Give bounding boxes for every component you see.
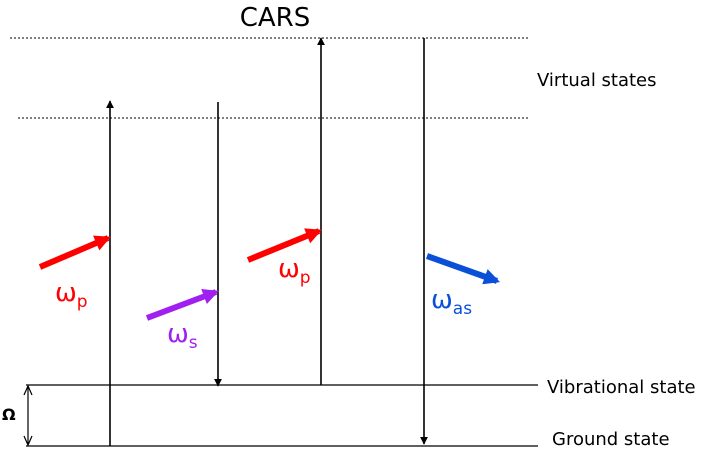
ground-state-label: Ground state: [552, 429, 670, 449]
stokes-label: ωs: [167, 319, 198, 353]
shift-arrow-bottom-head: [23, 435, 33, 447]
virtual-states-label: Virtual states: [537, 70, 657, 91]
pump1-label: ωp: [55, 278, 88, 312]
stokes-beam-arrow: [145, 289, 219, 321]
pump2-beam-arrow: [246, 228, 322, 263]
antistokes-beam-arrow: [425, 253, 501, 285]
pump2-label: ωp: [278, 254, 311, 288]
pump1-beam-arrow: [38, 235, 111, 270]
antistokes-label: ωas: [431, 285, 472, 319]
shift-arrow-top-head: [23, 384, 33, 396]
diagram-title: CARS: [240, 3, 311, 33]
shift-label: Ω: [2, 405, 16, 424]
vibrational-state-label: Vibrational state: [547, 377, 696, 398]
